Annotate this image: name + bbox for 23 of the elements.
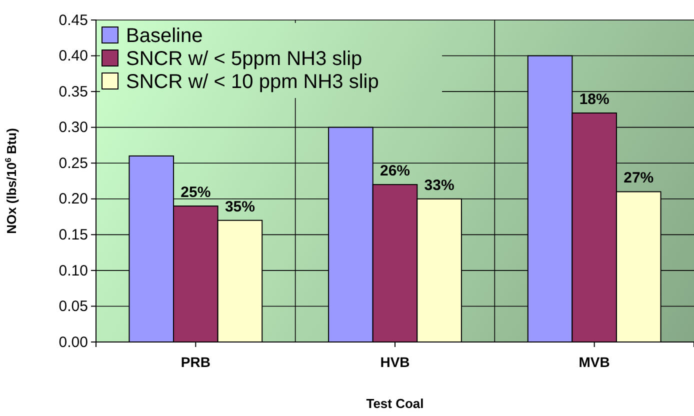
- y-tick-label: 0.15: [58, 226, 88, 244]
- x-tick-label: MVB: [578, 354, 610, 370]
- annotation: 25%: [180, 184, 211, 202]
- x-axis-title: Test Coal: [366, 396, 424, 411]
- legend-label: SNCR w/ < 5ppm NH3 slip: [126, 48, 362, 70]
- y-tick-label: 0.30: [58, 119, 88, 136]
- y-tick-label: 0.45: [58, 12, 88, 29]
- annotation: 35%: [224, 198, 255, 216]
- y-tick-label: 0.10: [58, 262, 88, 280]
- annotation: 18%: [579, 91, 610, 108]
- annotation: 26%: [380, 162, 410, 180]
- legend-label: SNCR w/ < 10 ppm NH3 slip: [126, 71, 379, 93]
- x-tick-label: HVB: [380, 354, 410, 370]
- y-tick-label: 0.20: [58, 190, 88, 208]
- y-tick-label: 0.05: [58, 298, 88, 316]
- annotation: 33%: [424, 176, 454, 194]
- y-tick-label: 0.25: [58, 154, 88, 172]
- y-tick-label: 0.40: [58, 48, 88, 65]
- y-tick-label: 0.00: [58, 334, 88, 351]
- annotation: 27%: [624, 170, 654, 187]
- legend-label: Baseline: [126, 25, 203, 47]
- y-tick-label: 0.35: [58, 83, 88, 100]
- x-tick-label: PRB: [180, 354, 210, 370]
